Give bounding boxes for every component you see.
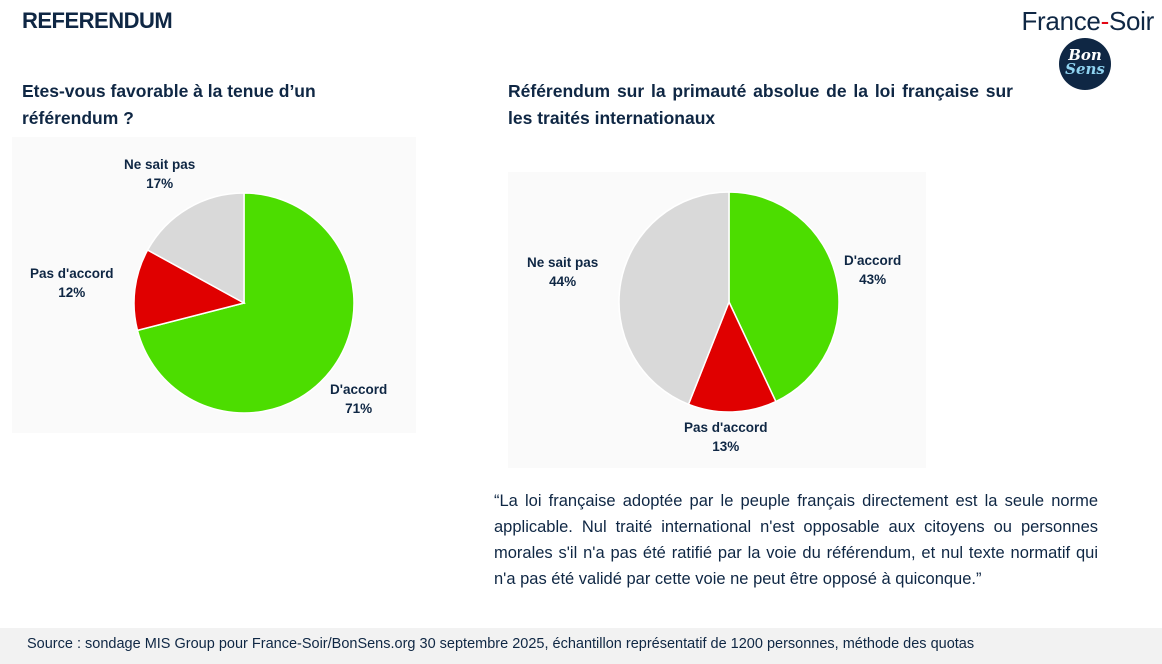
- slice-label-value: 43%: [859, 272, 887, 287]
- slice-label-value: 13%: [712, 439, 740, 454]
- brand-name-part1: France: [1021, 6, 1101, 36]
- slice-label-disagree-left: Pas d'accord 12%: [30, 264, 114, 302]
- slice-label-value: 44%: [549, 274, 577, 289]
- slice-label-agree-right: D'accord 43%: [844, 251, 901, 289]
- pie-slice-unknown-right: [618, 191, 730, 406]
- slice-label-text: Pas d'accord: [30, 266, 114, 281]
- slice-label-disagree-right: Pas d'accord 13%: [684, 418, 768, 456]
- slice-label-text: D'accord: [330, 382, 388, 397]
- source-text: Source : sondage MIS Group pour France-S…: [27, 636, 975, 652]
- pie-slice-agree-right: [728, 191, 840, 403]
- pie-slice-disagree-left: [133, 248, 247, 332]
- slice-label-text: Ne sait pas: [527, 255, 599, 270]
- brand-wordmark: France-Soir: [1021, 6, 1154, 37]
- source-footer: [0, 628, 1162, 664]
- slice-label-text: Ne sait pas: [124, 157, 196, 172]
- pie-slice-disagree-right: [687, 300, 777, 413]
- chart-title-right: Référendum sur la primauté absolue de la…: [508, 81, 1013, 128]
- brand-name-part2: Soir: [1108, 6, 1154, 36]
- bonsens-logo: Bon Sens: [1059, 38, 1111, 90]
- slice-label-value: 17%: [146, 176, 174, 191]
- slice-label-value: 71%: [345, 401, 373, 416]
- pie-slice-agree-left: [136, 192, 355, 414]
- slice-label-text: D'accord: [844, 253, 902, 268]
- slice-label-agree-left: D'accord 71%: [330, 380, 387, 418]
- pie-slice-unknown-left: [146, 192, 245, 305]
- pie-chart-left: [133, 192, 355, 414]
- slice-label-text: Pas d'accord: [684, 420, 768, 435]
- logo-text-bon: Bon: [1068, 46, 1102, 64]
- slice-label-unknown-left: Ne sait pas 17%: [124, 155, 195, 193]
- page-title: REFERENDUM: [22, 8, 173, 33]
- quote-text: “La loi française adoptée par le peuple …: [494, 492, 1098, 588]
- logo-text-sens: Sens: [1065, 60, 1105, 78]
- pie-chart-right: [618, 191, 840, 413]
- brand-dash: -: [1100, 6, 1110, 36]
- chart-title-left: Etes-vous favorable à la tenue d’un réfé…: [22, 81, 316, 128]
- slice-label-value: 12%: [58, 285, 86, 300]
- slice-label-unknown-right: Ne sait pas 44%: [527, 253, 598, 291]
